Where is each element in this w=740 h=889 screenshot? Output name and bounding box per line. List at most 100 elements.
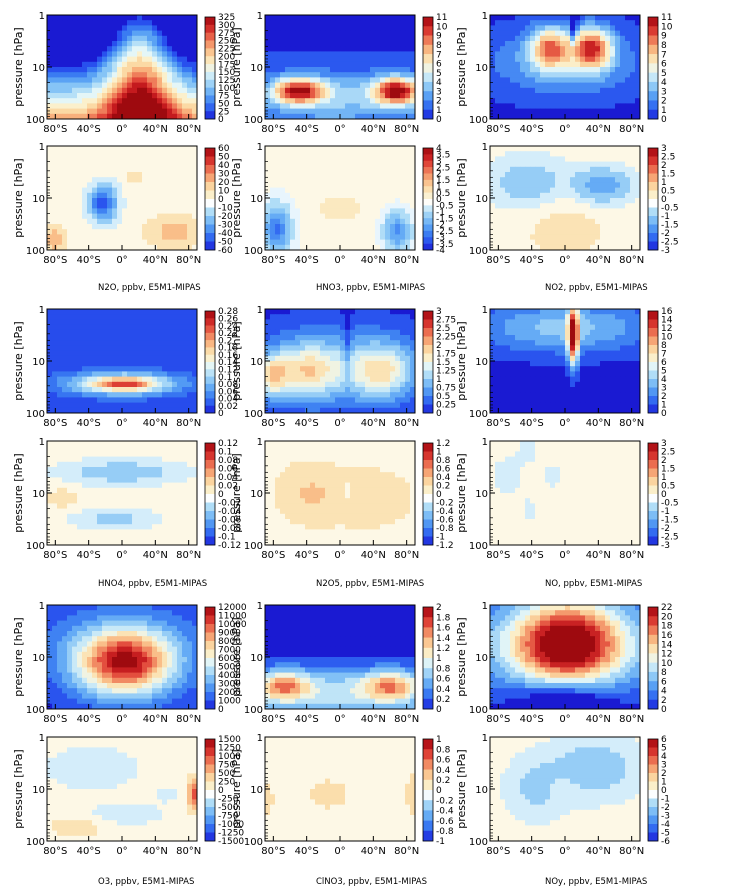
- heatmap-cell: [47, 30, 53, 37]
- heatmap-cell: [635, 15, 641, 21]
- heatmap-cell: [520, 108, 526, 115]
- heatmap-cell: [82, 361, 88, 367]
- heatmap-cell: [605, 108, 611, 115]
- heatmap-cell: [57, 229, 63, 235]
- colorbar-segment: [423, 148, 433, 155]
- heatmap-cell: [157, 392, 163, 398]
- heatmap-cell: [315, 319, 321, 325]
- heatmap-cell: [620, 172, 626, 178]
- heatmap-cell: [77, 198, 83, 204]
- heatmap-cell: [102, 229, 108, 235]
- heatmap-cell: [295, 103, 301, 109]
- heatmap-cell: [500, 20, 506, 26]
- heatmap-cell: [275, 234, 281, 240]
- heatmap-cell: [610, 30, 616, 37]
- heatmap-cell: [177, 41, 183, 47]
- heatmap-cell: [192, 224, 198, 230]
- heatmap-cell: [102, 324, 108, 331]
- heatmap-cell: [510, 172, 516, 178]
- heatmap-cell: [320, 72, 326, 78]
- colorbar-segment: [205, 190, 215, 200]
- heatmap-cell: [605, 244, 611, 251]
- heatmap-cell: [540, 244, 546, 251]
- heatmap-cell: [395, 46, 401, 52]
- heatmap-cell: [107, 229, 113, 235]
- heatmap-cell: [127, 345, 133, 351]
- heatmap-cell: [290, 203, 296, 209]
- heatmap-cell: [82, 387, 88, 393]
- heatmap-cell: [300, 161, 306, 168]
- heatmap-cell: [410, 350, 416, 357]
- heatmap-cell: [192, 161, 198, 168]
- heatmap-cell: [152, 381, 158, 388]
- heatmap-cell: [610, 93, 616, 99]
- colorbar-label: 10: [218, 187, 230, 197]
- heatmap-cell: [167, 151, 173, 157]
- heatmap-cell: [182, 177, 188, 183]
- heatmap-cell: [515, 108, 521, 115]
- heatmap-cell: [335, 108, 341, 115]
- heatmap-cell: [345, 229, 351, 235]
- heatmap-cell: [350, 41, 356, 47]
- heatmap-cell: [345, 20, 351, 26]
- heatmap-cell: [157, 203, 163, 209]
- heatmap-cell: [157, 329, 163, 336]
- heatmap-cell: [275, 213, 281, 220]
- heatmap-cell: [107, 151, 113, 157]
- heatmap-cell: [365, 56, 371, 63]
- colorbar-segment: [423, 81, 433, 92]
- heatmap-cell: [72, 361, 78, 367]
- heatmap-cell: [132, 319, 138, 325]
- heatmap-cell: [535, 156, 541, 162]
- heatmap-cell: [310, 103, 316, 109]
- heatmap-cell: [495, 56, 501, 63]
- heatmap-cell: [530, 72, 536, 78]
- heatmap-cell: [585, 203, 591, 209]
- heatmap-cell: [510, 67, 516, 73]
- heatmap-cell: [117, 46, 123, 52]
- heatmap-cell: [385, 345, 391, 351]
- heatmap-cell: [505, 67, 511, 73]
- heatmap-cell: [187, 108, 193, 115]
- heatmap-cell: [365, 15, 371, 21]
- heatmap-cell: [52, 172, 58, 178]
- heatmap-cell: [132, 387, 138, 393]
- heatmap-cell: [555, 229, 561, 235]
- heatmap-cell: [47, 182, 53, 188]
- heatmap-cell: [550, 244, 556, 251]
- heatmap-cell: [515, 229, 521, 235]
- heatmap-cell: [595, 213, 601, 220]
- heatmap-cell: [132, 72, 138, 78]
- heatmap-cell: [72, 98, 78, 104]
- heatmap-cell: [400, 244, 406, 251]
- heatmap-cell: [82, 15, 88, 21]
- heatmap-cell: [162, 239, 168, 246]
- heatmap-cell: [500, 103, 506, 109]
- heatmap-cell: [305, 229, 311, 235]
- heatmap-cell: [82, 366, 88, 372]
- heatmap-cell: [265, 93, 271, 99]
- heatmap-cell: [310, 161, 316, 168]
- heatmap-cell: [490, 224, 496, 230]
- heatmap-cell: [142, 156, 148, 162]
- heatmap-cell: [560, 177, 566, 183]
- heatmap-cell: [47, 177, 53, 183]
- heatmap-cell: [315, 198, 321, 204]
- heatmap-cell: [395, 218, 401, 225]
- heatmap-cell: [192, 192, 198, 199]
- heatmap-cell: [375, 350, 381, 357]
- heatmap-cell: [285, 166, 291, 173]
- heatmap-cell: [57, 46, 63, 52]
- heatmap-cell: [122, 366, 128, 372]
- heatmap-cell: [340, 41, 346, 47]
- heatmap-cell: [355, 87, 361, 94]
- heatmap-cell: [400, 61, 406, 68]
- heatmap-cell: [265, 161, 271, 168]
- heatmap-cell: [615, 218, 621, 225]
- heatmap-cell: [290, 98, 296, 104]
- heatmap-cell: [112, 98, 118, 104]
- heatmap-cell: [385, 146, 391, 152]
- heatmap-cell: [285, 218, 291, 225]
- heatmap-cell: [610, 208, 616, 214]
- y-tick-label: 1: [257, 11, 263, 22]
